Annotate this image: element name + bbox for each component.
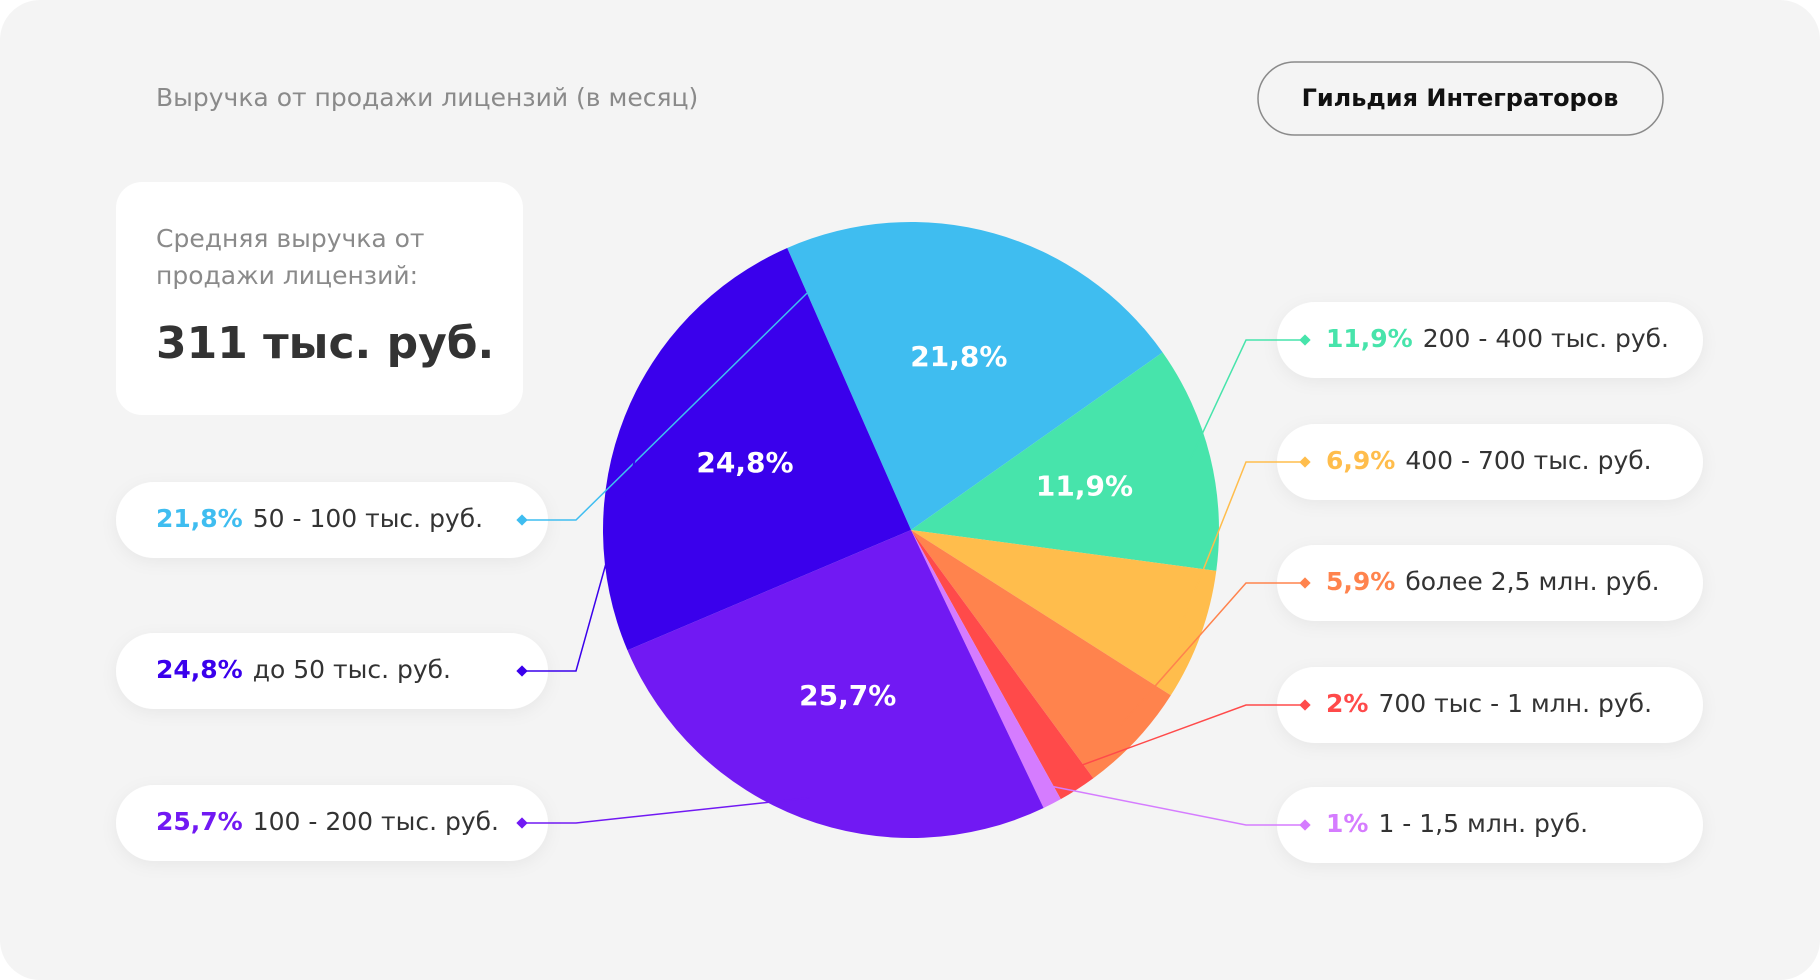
legend-label: 400 - 700 тыс. руб. bbox=[1405, 446, 1651, 475]
summary-label: продажи лицензий: bbox=[156, 261, 418, 290]
pie-slice bbox=[787, 222, 1163, 530]
legend-value: 6,9% bbox=[1326, 446, 1395, 475]
legend-label: более 2,5 млн. руб. bbox=[1405, 567, 1659, 596]
leader-dot bbox=[1299, 334, 1311, 346]
summary-box bbox=[116, 182, 523, 415]
leader-line bbox=[1179, 461, 1305, 629]
legend-pill bbox=[1277, 787, 1703, 863]
slice-label: 11,9% bbox=[1036, 469, 1133, 502]
pie-slice bbox=[627, 530, 1044, 838]
legend-label: 700 тыс - 1 млн. руб. bbox=[1378, 689, 1652, 718]
legend-pill bbox=[1277, 424, 1703, 500]
legend-pill bbox=[1277, 667, 1703, 743]
leader-line bbox=[1188, 339, 1305, 462]
leader-dot bbox=[1299, 456, 1311, 468]
pie-slice bbox=[911, 530, 1061, 808]
pie-slice bbox=[911, 530, 1217, 696]
pie-slice bbox=[911, 530, 1094, 800]
legend-label: 1 - 1,5 млн. руб. bbox=[1378, 809, 1588, 838]
leader-dot bbox=[1299, 819, 1311, 831]
pie-slice bbox=[911, 352, 1219, 571]
legend-pill bbox=[116, 482, 548, 558]
slice-label: 21,8% bbox=[910, 340, 1007, 373]
leader-dot bbox=[1299, 699, 1311, 711]
legend-label: до 50 тыс. руб. bbox=[253, 655, 451, 684]
leader-dot bbox=[516, 817, 528, 829]
leader-line bbox=[522, 424, 646, 672]
legend-value: 21,8% bbox=[156, 504, 243, 533]
legend-pill bbox=[1277, 302, 1703, 378]
legend-pill bbox=[1277, 545, 1703, 621]
legend-pill bbox=[116, 785, 548, 861]
legend-pill bbox=[116, 633, 548, 709]
leader-line bbox=[1119, 582, 1305, 727]
legend-value: 11,9% bbox=[1326, 324, 1413, 353]
leader-line bbox=[1065, 704, 1305, 772]
badge-frame[interactable] bbox=[1257, 61, 1664, 136]
leader-dot bbox=[516, 514, 528, 526]
leader-line bbox=[522, 292, 808, 521]
legend-label: 50 - 100 тыс. руб. bbox=[253, 504, 483, 533]
legend-value: 1% bbox=[1326, 809, 1368, 838]
legend-label: 100 - 200 тыс. руб. bbox=[253, 807, 499, 836]
leader-line bbox=[522, 797, 810, 824]
chart-title: Выручка от продажи лицензий (в месяц) bbox=[156, 83, 698, 112]
legend-label: 200 - 400 тыс. руб. bbox=[1423, 324, 1669, 353]
legend-value: 25,7% bbox=[156, 807, 243, 836]
leader-dot bbox=[516, 665, 528, 677]
summary-label: Средняя выручка от bbox=[156, 224, 425, 253]
badge[interactable]: Гильдия Интеграторов bbox=[1302, 84, 1619, 112]
legend-value: 2% bbox=[1326, 689, 1368, 718]
pie-slice bbox=[603, 247, 911, 651]
slice-label: 24,8% bbox=[696, 446, 793, 479]
summary-value: 311 тыс. руб. bbox=[156, 318, 494, 369]
legend-value: 24,8% bbox=[156, 655, 243, 684]
slice-label: 25,7% bbox=[799, 679, 896, 712]
leader-dot bbox=[1299, 577, 1311, 589]
legend-value: 5,9% bbox=[1326, 567, 1395, 596]
leader-line bbox=[1042, 783, 1305, 826]
pie-slice bbox=[911, 530, 1171, 779]
